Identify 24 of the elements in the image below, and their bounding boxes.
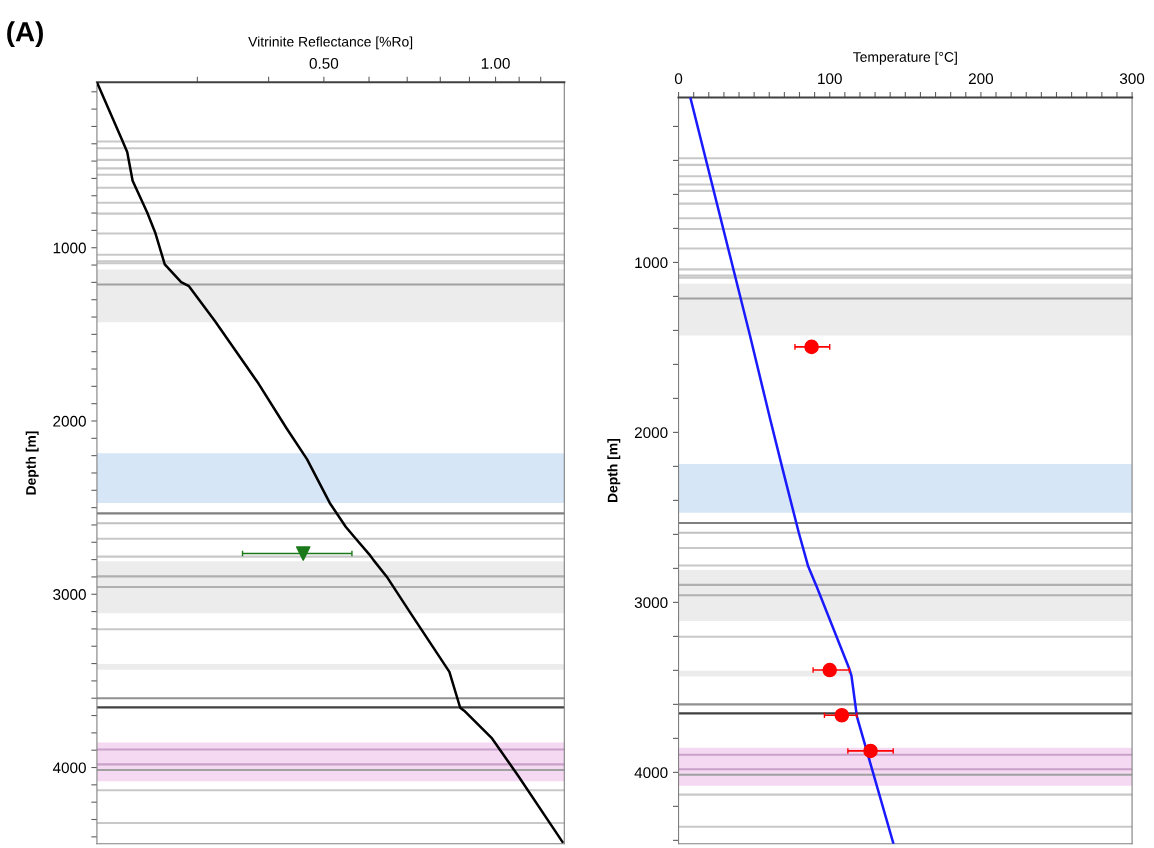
x-axis-title: Vitrinite Reflectance [%Ro]: [248, 36, 413, 50]
point: [834, 707, 850, 723]
y-tick-label: 2000: [53, 415, 86, 427]
x-axis-title: Temperature [°C]: [853, 51, 957, 65]
y-tick-label: 1000: [53, 242, 86, 254]
y-tick-label: 3000: [634, 597, 668, 609]
x-tick-label: 100: [818, 73, 842, 85]
y-tick-label: 2000: [634, 427, 668, 439]
point: [804, 339, 819, 355]
y-tick-label: 4000: [52, 762, 86, 774]
y-axis-title: Depth [m]: [25, 431, 39, 495]
y-tick-label: 4000: [634, 767, 668, 779]
x-tick-label: 1.00: [481, 58, 510, 69]
x-tick-label: 200: [968, 73, 994, 85]
y-tick-label: 1000: [635, 257, 668, 269]
point: [822, 662, 838, 678]
x-tick-label: 0.50: [309, 58, 339, 69]
y-tick-label: 3000: [53, 589, 86, 600]
y-axis-title: Depth [m]: [607, 439, 621, 503]
x-tick-label: 300: [1119, 73, 1145, 85]
line-series: [689, 97, 895, 844]
point: [863, 743, 878, 759]
x-tick-label: 0: [674, 73, 683, 85]
text: (A): [7, 21, 43, 48]
